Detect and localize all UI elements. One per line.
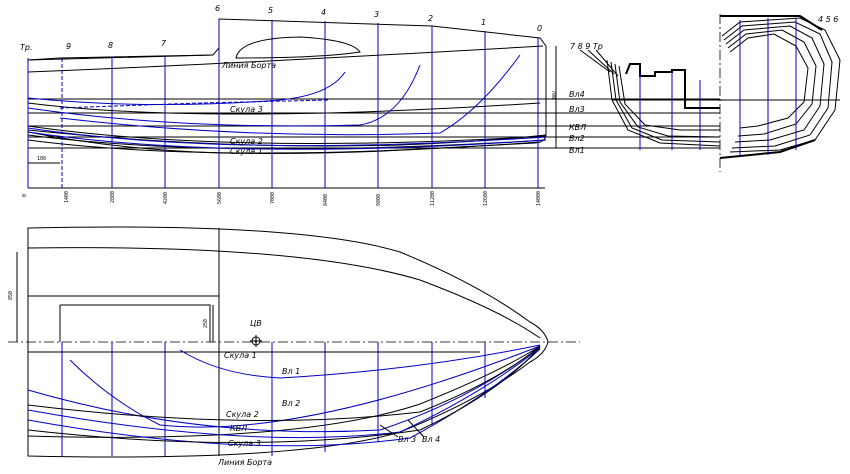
frame-mark: 7000 [270,192,276,204]
stern-deck-profile [625,63,720,109]
bow-section-1 [721,17,841,153]
frame-label-0: 0 [537,24,542,33]
profile-chine3-line [27,102,541,115]
profile-deck-line-label: Линия Борта [221,61,276,70]
plan-deck-outline [27,226,549,458]
frame-mark: 4200 [163,192,169,204]
plan-chine3-label: Скула 3 [228,439,261,448]
plan-sheer-lower [27,345,541,438]
cb-label: ЦВ [250,319,262,328]
dim-100-text: 100 [37,156,46,162]
dim-height-text: 700 [550,90,556,99]
profile-hull-outline [27,18,547,160]
profile-keel-blue [27,131,547,150]
dim-small-text: 250 [203,319,209,328]
frame-mark: 14000 [536,191,542,206]
plan-wl1-curve [69,345,541,428]
plan-wl3-label: Вл 3 [398,435,416,444]
bow-section-2 [723,21,833,149]
dim-beam-text: 850 [8,291,14,300]
plan-wl4-pointer [407,419,425,438]
plan-deckhouse [28,295,219,342]
profile-bottom-line [27,139,541,154]
frame-label-9: 9 [66,42,71,51]
plan-wl2-label: Вл 2 [282,399,300,408]
profile-chine3-label: Скула 3 [230,105,263,114]
stern-pointer-1 [579,49,611,73]
frame-mark: 8400 [323,194,329,206]
frame-label-1: 1 [481,18,486,27]
stern-section-4 [618,65,720,131]
buttock-dashed [59,99,331,109]
bow-section-4 [727,29,817,137]
plan-chine1-curve [179,344,541,379]
profile-deck-edge [27,54,214,61]
frame-label-8: 8 [108,41,113,50]
stern-section-2 [610,61,721,143]
frame-mark: 1400 [64,191,70,203]
plan-sheer-inner [27,247,541,339]
wl3-label: Вл3 [569,105,585,114]
plan-wl4-curve [27,348,541,447]
wl4-label: Вл4 [569,90,585,99]
plan-deck-line-label: Линия Борта [217,458,272,467]
frame-mark: 9800 [376,194,382,206]
frame-mark: 11200 [430,191,436,206]
profile-chine1-label: Скула 1 [230,147,263,156]
plan-dwl-label: КВЛ [230,424,247,433]
profile-chine2-label: Скула 2 [230,137,263,146]
frame-mark: 12600 [483,191,489,206]
plan-chine2-curve [27,345,541,421]
frame-label-5: 5 [268,6,273,15]
profile-chine-blue [27,127,547,147]
stern-pointer-2 [587,49,615,75]
profile-window [235,36,361,59]
wl1-label: Вл1 [569,146,585,155]
plan-frame-stations [61,342,486,456]
buttock-3 [59,54,521,136]
plan-chine3-curve [27,346,541,443]
plan-wl4-label: Вл 4 [422,435,440,444]
plan-chine2-label: Скула 2 [226,410,259,419]
frame-label-7: 7 [161,39,167,48]
wl2-label: Вл2 [569,134,585,143]
bow-section-labels: 4 5 6 [818,15,838,24]
frame-label-tr: Тр. [20,43,33,52]
buttock-1 [27,71,346,106]
plan-wl3-pointer [379,424,399,438]
profile-sheer-line [27,45,544,73]
dwl-label: КВЛ [569,123,586,132]
frame-label-4: 4 [321,8,326,17]
profile-view: 100 700 Тр. 9 8 7 6 5 4 3 2 1 0 Линия Бо… [20,4,720,206]
frame-mark: 0 [22,194,28,197]
stern-pointer-3 [595,49,619,77]
frame-mark: 2800 [110,191,116,203]
body-plan-view: 7 8 9 Тр 4 5 6 [570,14,841,172]
stern-section-3 [614,63,721,138]
frame-label-3: 3 [374,10,379,19]
bow-section-3 [725,25,825,143]
plan-wl2-curve [27,346,541,433]
plan-wl1-label: Вл 1 [282,367,300,376]
profile-chine1-line [27,125,547,145]
frame-label-2: 2 [428,14,433,23]
frame-label-6: 6 [215,4,220,13]
stern-section-1 [606,59,721,147]
plan-chine1-label: Скула 1 [224,351,257,360]
frame-mark: 5600 [217,192,223,204]
stern-section-labels: 7 8 9 Тр [570,42,603,51]
frame-marks: 0 1400 2800 4200 5600 7000 8400 9800 112… [22,191,542,206]
plan-wl3-curve [27,347,541,439]
buttock-2 [27,64,421,127]
plan-view: ЦВ 850 250 Скула 1 Вл 1 Вл 2 Скула 2 КВЛ… [8,226,580,467]
